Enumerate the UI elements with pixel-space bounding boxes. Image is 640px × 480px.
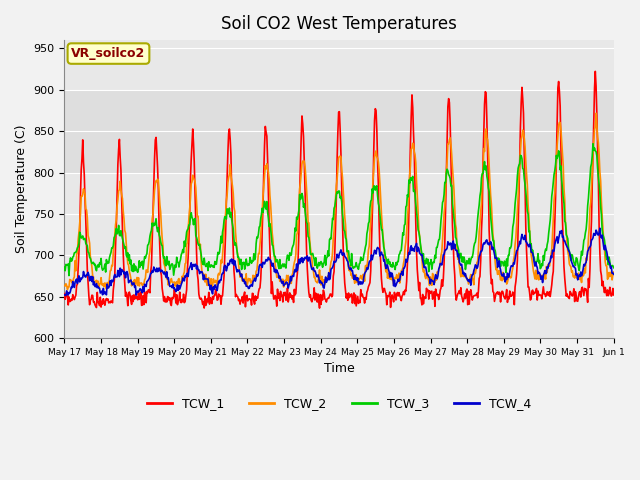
Y-axis label: Soil Temperature (C): Soil Temperature (C) (15, 125, 28, 253)
Text: VR_soilco2: VR_soilco2 (71, 47, 145, 60)
Legend: TCW_1, TCW_2, TCW_3, TCW_4: TCW_1, TCW_2, TCW_3, TCW_4 (142, 392, 536, 415)
Title: Soil CO2 West Temperatures: Soil CO2 West Temperatures (221, 15, 457, 33)
X-axis label: Time: Time (324, 362, 355, 375)
Bar (65, 90, 614, 173)
